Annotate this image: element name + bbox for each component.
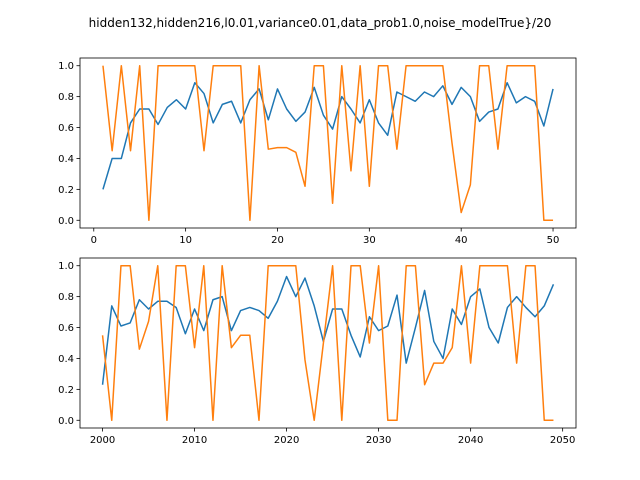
- x-tick-label: 50: [547, 235, 560, 246]
- y-tick-label: 0.0: [58, 216, 74, 227]
- y-tick-label: 0.0: [58, 416, 74, 427]
- x-tick-label: 40: [455, 235, 468, 246]
- x-tick-label: 2000: [90, 435, 115, 446]
- y-tick-label: 1.0: [58, 261, 74, 272]
- x-tick-label: 2030: [366, 435, 391, 446]
- y-tick-label: 0.8: [58, 292, 74, 303]
- y-tick-label: 0.4: [58, 354, 74, 365]
- x-tick-label: 20: [271, 235, 284, 246]
- series-line-1: [102, 64, 554, 222]
- x-tick-label: 2040: [458, 435, 483, 446]
- x-tick-label: 2020: [274, 435, 299, 446]
- y-tick-label: 0.6: [58, 323, 74, 334]
- x-tick-label: 30: [363, 235, 376, 246]
- y-tick-label: 0.4: [58, 154, 74, 165]
- y-tick-label: 0.6: [58, 123, 74, 134]
- x-tick-label: 2010: [182, 435, 207, 446]
- y-tick-label: 0.2: [58, 385, 74, 396]
- axes-top: 0 10 20 30 40 50 0.0 0.2 0.4 0.6 0.8 1.0: [58, 57, 577, 246]
- axes-frame: [79, 257, 577, 429]
- y-tick-label: 1.0: [58, 61, 74, 72]
- axes-frame: [79, 57, 577, 229]
- figure-title: hidden132,hidden216,l0.01,variance0.01,d…: [89, 16, 552, 30]
- series-line-1: [101, 264, 554, 422]
- x-tick-label: 0: [91, 235, 97, 246]
- series-line-0: [101, 275, 555, 385]
- series-line-0: [102, 81, 554, 190]
- x-tick-label: 10: [179, 235, 192, 246]
- y-tick-label: 0.8: [58, 92, 74, 103]
- x-tick-label: 2050: [550, 435, 575, 446]
- axes-bottom: 2000 2010 2020 2030 2040 2050 0.0 0.2 0.4 0.6 0.8 1…: [58, 257, 577, 446]
- y-tick-label: 0.2: [58, 185, 74, 196]
